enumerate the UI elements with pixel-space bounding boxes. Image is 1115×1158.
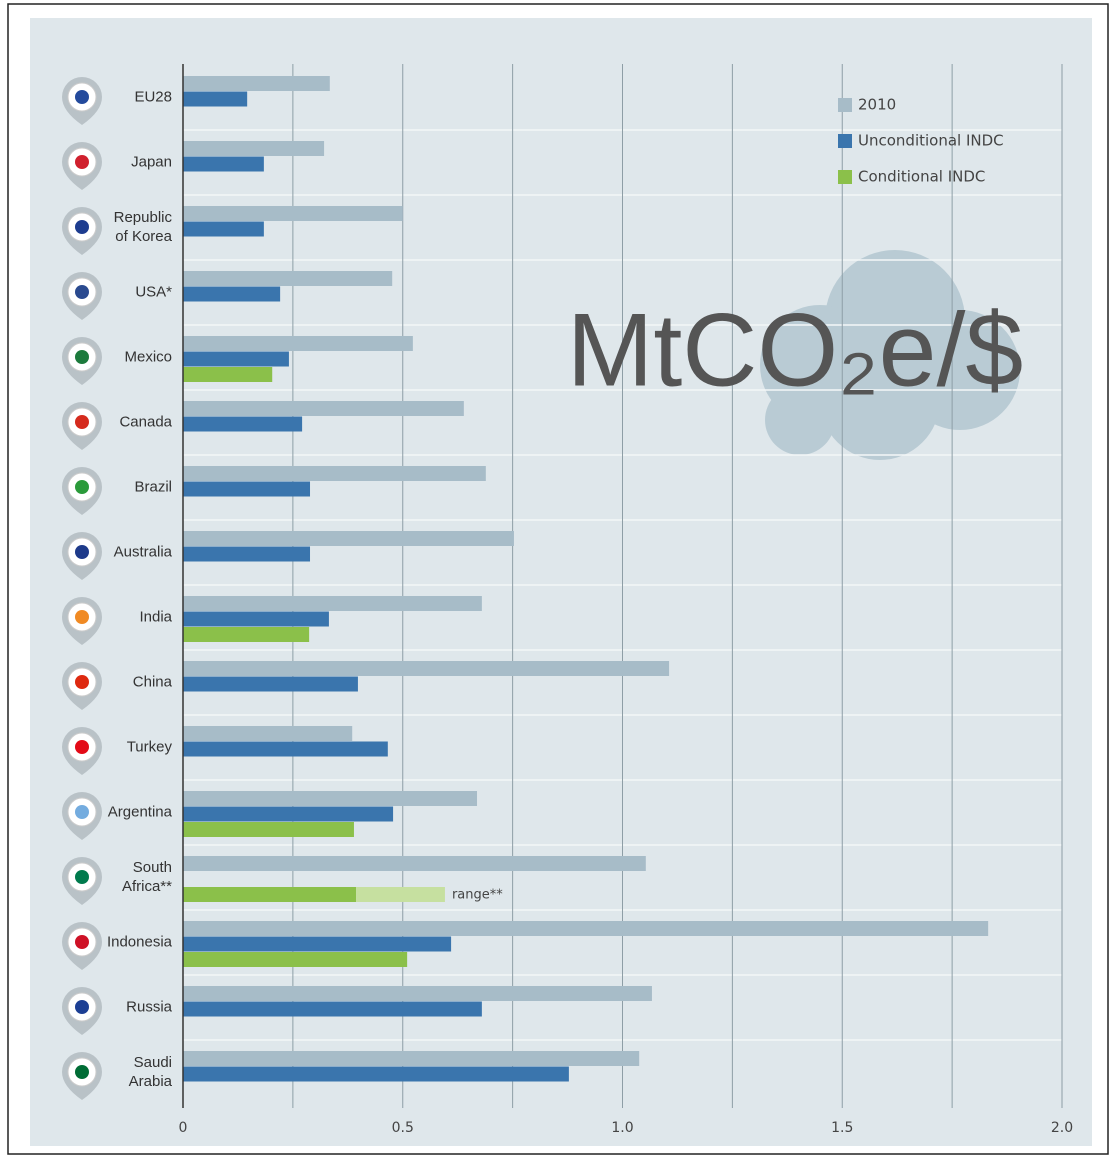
x-tick-label: 2.0 bbox=[1051, 1120, 1073, 1136]
flag-emblem bbox=[75, 415, 89, 429]
bar bbox=[356, 887, 445, 902]
legend-label: Unconditional INDC bbox=[858, 132, 1004, 150]
bar bbox=[183, 531, 514, 546]
legend-label: 2010 bbox=[858, 96, 896, 114]
flag-emblem bbox=[75, 220, 89, 234]
category-label: Mexico bbox=[100, 348, 172, 367]
category-label: Republic of Korea bbox=[100, 208, 172, 246]
bar bbox=[183, 352, 289, 367]
bar bbox=[183, 887, 356, 902]
bar bbox=[183, 417, 302, 432]
x-tick-label: 1.0 bbox=[611, 1120, 633, 1136]
bar bbox=[183, 367, 272, 382]
category-label: Turkey bbox=[100, 738, 172, 757]
category-label: India bbox=[100, 608, 172, 627]
legend-swatch bbox=[838, 134, 852, 148]
legend-label: Conditional INDC bbox=[858, 168, 985, 186]
bar bbox=[183, 92, 247, 107]
bar bbox=[183, 596, 482, 611]
category-label: Saudi Arabia bbox=[100, 1053, 172, 1091]
bar bbox=[183, 856, 646, 871]
bar bbox=[183, 822, 354, 837]
flag-emblem bbox=[75, 480, 89, 494]
bar bbox=[183, 742, 388, 757]
legend-swatch bbox=[838, 170, 852, 184]
flag-emblem bbox=[75, 935, 89, 949]
bar bbox=[183, 661, 669, 676]
category-label: Australia bbox=[100, 543, 172, 562]
bar bbox=[183, 157, 264, 172]
bar bbox=[183, 921, 988, 936]
range-label: range** bbox=[452, 888, 503, 903]
plot-background bbox=[30, 18, 1092, 1146]
category-label: Indonesia bbox=[100, 933, 172, 952]
legend-swatch bbox=[838, 98, 852, 112]
bar bbox=[183, 1067, 569, 1082]
flag-emblem bbox=[75, 285, 89, 299]
bar bbox=[183, 482, 310, 497]
bar bbox=[183, 1002, 482, 1017]
category-label: Brazil bbox=[100, 478, 172, 497]
bar bbox=[183, 466, 486, 481]
bar bbox=[183, 937, 451, 952]
bar bbox=[183, 807, 393, 822]
bar bbox=[183, 76, 330, 91]
category-label: Russia bbox=[100, 998, 172, 1017]
flag-emblem bbox=[75, 545, 89, 559]
bar bbox=[183, 612, 329, 627]
bar bbox=[183, 986, 652, 1001]
x-tick-label: 0 bbox=[179, 1120, 188, 1136]
flag-emblem bbox=[75, 805, 89, 819]
bar bbox=[183, 791, 477, 806]
bar bbox=[183, 271, 392, 286]
category-label: EU28 bbox=[100, 88, 172, 107]
category-label: Japan bbox=[100, 153, 172, 172]
flag-emblem bbox=[75, 870, 89, 884]
category-label: Canada bbox=[100, 413, 172, 432]
bar bbox=[183, 141, 324, 156]
flag-emblem bbox=[75, 675, 89, 689]
flag-emblem bbox=[75, 155, 89, 169]
category-label: USA* bbox=[100, 283, 172, 302]
bar bbox=[183, 222, 264, 237]
chart: 0 0.5 1.0 1.5 2.0 MtCO₂e/$ range** 2010 Uncondit… bbox=[0, 0, 1115, 1158]
flag-emblem bbox=[75, 740, 89, 754]
bar bbox=[183, 287, 280, 302]
flag-emblem bbox=[75, 1065, 89, 1079]
category-label: Argentina bbox=[100, 803, 172, 822]
chart-title: MtCO₂e/$ bbox=[567, 292, 1023, 408]
x-tick-label: 1.5 bbox=[831, 1120, 853, 1136]
bar bbox=[183, 336, 413, 351]
page: 0 0.5 1.0 1.5 2.0 MtCO₂e/$ range** 2010 Uncondit… bbox=[0, 0, 1115, 1158]
bar bbox=[183, 726, 352, 741]
bar bbox=[183, 677, 358, 692]
bar bbox=[183, 547, 310, 562]
bar bbox=[183, 206, 403, 221]
flag-emblem bbox=[75, 350, 89, 364]
flag-emblem bbox=[75, 1000, 89, 1014]
category-label: South Africa** bbox=[100, 858, 172, 896]
bar bbox=[183, 952, 407, 967]
flag-emblem bbox=[75, 90, 89, 104]
x-tick-label: 0.5 bbox=[392, 1120, 414, 1136]
bar bbox=[183, 1051, 639, 1066]
bar bbox=[183, 401, 464, 416]
bar bbox=[183, 627, 309, 642]
category-label: China bbox=[100, 673, 172, 692]
flag-emblem bbox=[75, 610, 89, 624]
